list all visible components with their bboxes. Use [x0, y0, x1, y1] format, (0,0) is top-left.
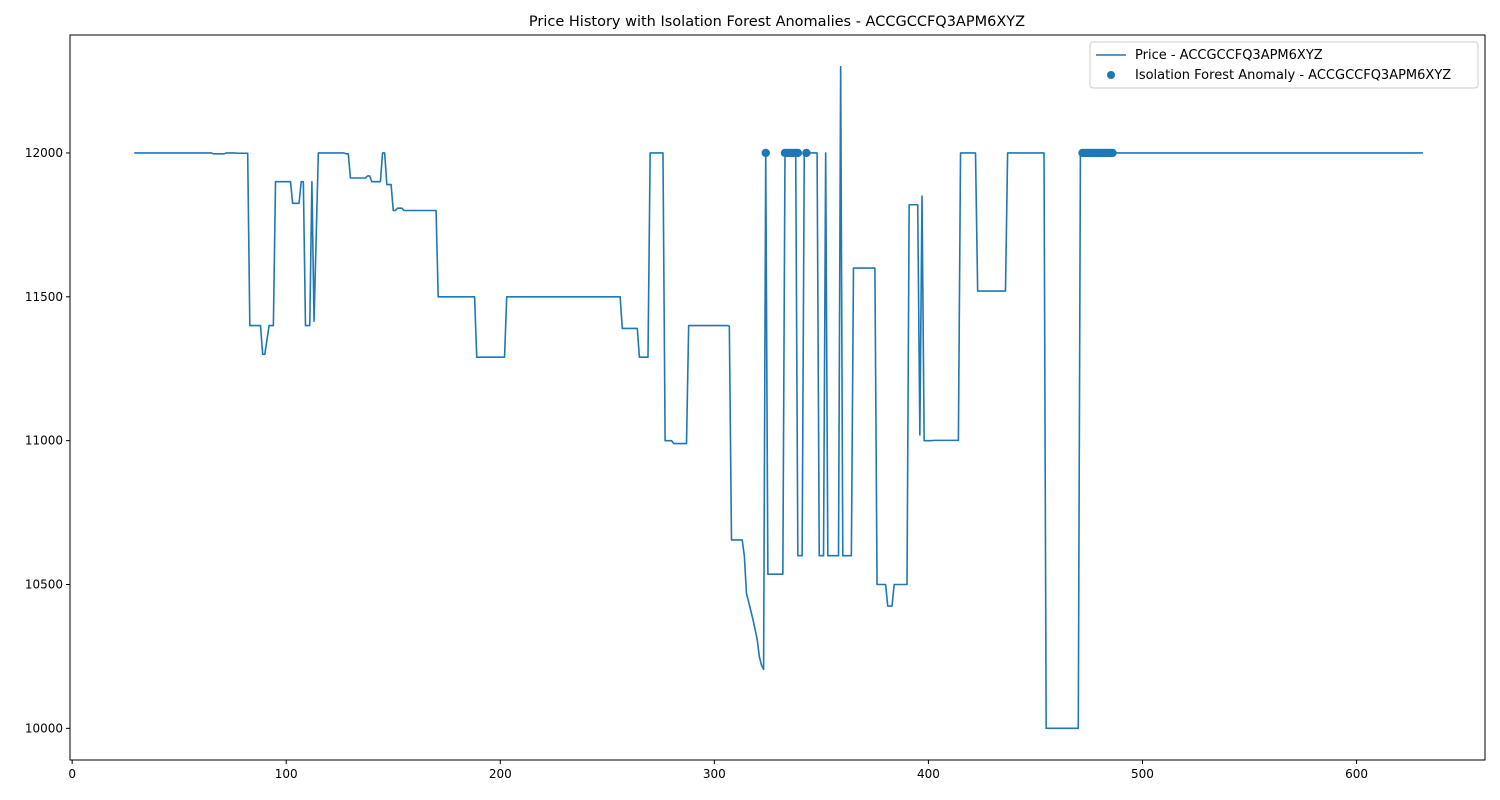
x-tick-label: 200 — [489, 767, 512, 781]
x-tick-label: 300 — [703, 767, 726, 781]
anomaly-point — [802, 148, 811, 158]
legend-entry-price: Price - ACCGCCFQ3APM6XYZ — [1135, 48, 1323, 63]
x-tick-label: 600 — [1345, 767, 1368, 781]
anomaly-point — [793, 148, 803, 158]
price-series-line — [134, 65, 1423, 730]
chart-title: Price History with Isolation Forest Anom… — [529, 14, 1025, 30]
y-tick-label: 12000 — [25, 146, 63, 160]
x-tick-label: 0 — [68, 767, 76, 781]
anomaly-point — [761, 148, 770, 158]
y-tick-label: 10500 — [25, 578, 63, 592]
legend-marker-swatch — [1107, 71, 1115, 79]
anomaly-point — [1108, 148, 1117, 158]
x-axis: 0 100 200 300 400 500 600 — [68, 760, 1368, 781]
y-tick-label: 10000 — [25, 721, 63, 735]
y-tick-label: 11500 — [25, 290, 63, 304]
legend-box — [1089, 41, 1479, 89]
x-tick-label: 400 — [917, 767, 940, 781]
x-tick-label: 100 — [275, 767, 298, 781]
y-tick-label: 11000 — [25, 434, 63, 448]
x-tick-label: 500 — [1131, 767, 1154, 781]
legend: Price - ACCGCCFQ3APM6XYZ Isolation Fores… — [1089, 41, 1479, 89]
plot-frame — [69, 34, 1486, 761]
y-axis: 10000 10500 11000 11500 12000 — [25, 146, 70, 735]
legend-entry-anomaly: Isolation Forest Anomaly - ACCGCCFQ3APM6… — [1135, 68, 1451, 83]
plot-area — [69, 34, 1486, 761]
